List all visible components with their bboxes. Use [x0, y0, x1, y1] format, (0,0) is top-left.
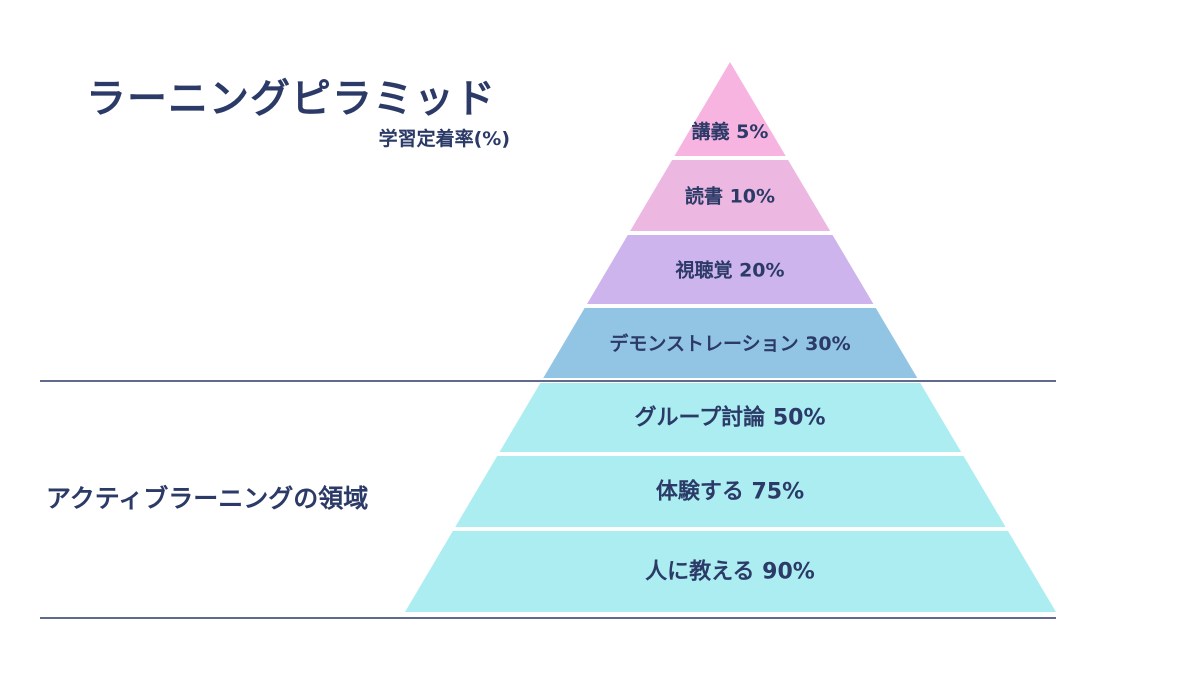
pyramid-tiers	[405, 62, 1056, 612]
pyramid-tier-label-7: 人に教える 90%	[645, 559, 815, 585]
pyramid-tier-label-2: 読書 10%	[685, 185, 775, 208]
pyramid-tier-4	[543, 308, 918, 378]
pyramid-labels: 講義 5% 読書 10% 視聴覚 20% デモンストレーション 30% グループ討論 5…	[609, 120, 850, 585]
pyramid-tier-label-3: 視聴覚 20%	[674, 259, 784, 282]
page-title: ラーニングピラミッド	[86, 76, 496, 122]
pyramid-tier-3	[587, 235, 874, 304]
pyramid-tier-label-4: デモンストレーション 30%	[609, 332, 850, 355]
active-learning-label: アクティブラーニングの領域	[46, 484, 369, 513]
pyramid-tier-1	[674, 62, 786, 156]
page-subtitle: 学習定着率(%)	[378, 128, 510, 150]
pyramid-tier-label-6: 体験する 75%	[656, 480, 804, 505]
pyramid-tier-6	[455, 456, 1006, 527]
pyramid-tier-2	[630, 160, 831, 231]
pyramid-tier-label-1: 講義 5%	[692, 120, 769, 143]
pyramid-tier-7	[405, 531, 1056, 612]
pyramid-tier-5	[499, 383, 962, 452]
pyramid-tier-label-5: グループ討論 50%	[635, 405, 826, 431]
